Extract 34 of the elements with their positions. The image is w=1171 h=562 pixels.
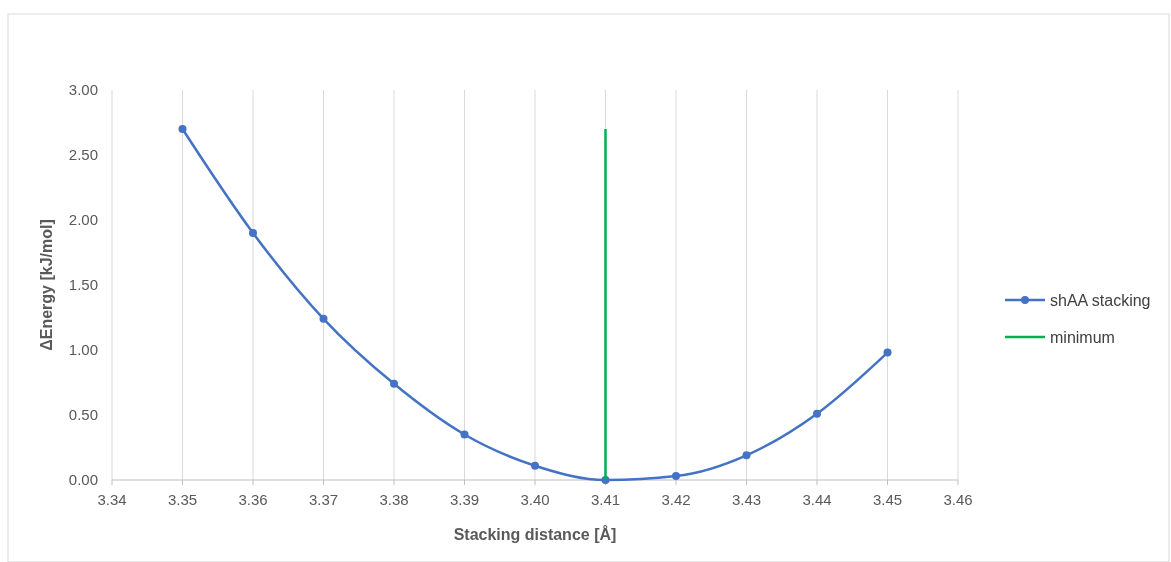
x-tick-label: 3.45 (872, 491, 903, 508)
y-tick-label: 0.50 (68, 406, 98, 423)
x-tick-label: 3.42 (661, 491, 691, 508)
x-tick-label: 3.41 (590, 491, 621, 508)
x-tick-label: 3.34 (97, 491, 127, 508)
point (319, 314, 328, 323)
point (742, 451, 751, 460)
point (390, 379, 398, 388)
x-tick-label: 3.46 (943, 491, 973, 508)
point (813, 409, 821, 418)
y-tick-label: 0.00 (68, 471, 98, 488)
x-tick-label: 3.40 (520, 491, 550, 508)
y-tick-label: 2.50 (68, 146, 98, 163)
point (178, 125, 187, 133)
legend-label: shAA stacking (1050, 292, 1151, 309)
y-tick-label: 3.00 (68, 81, 98, 98)
point (460, 430, 469, 439)
point (672, 472, 680, 481)
x-tick-label: 3.38 (379, 491, 409, 508)
legend-label: minimum (1050, 329, 1115, 346)
x-axis-title: Stacking distance [Å] (453, 525, 617, 543)
y-axis-title: ΔEnergy [kJ/mol] (38, 219, 55, 351)
x-tick-label: 3.36 (238, 491, 268, 508)
y-tick-label: 1.50 (68, 276, 98, 293)
x-tick-label: 3.44 (802, 491, 832, 508)
point (249, 229, 257, 237)
x-tick-label: 3.35 (167, 491, 198, 508)
y-tick-label: 1.00 (68, 341, 98, 358)
point (883, 348, 892, 357)
x-tick-label: 3.43 (731, 491, 762, 508)
x-tick-label: 3.37 (308, 491, 339, 508)
y-tick-label: 2.00 (68, 211, 98, 228)
point (531, 461, 539, 470)
x-tick-label: 3.39 (449, 491, 480, 508)
